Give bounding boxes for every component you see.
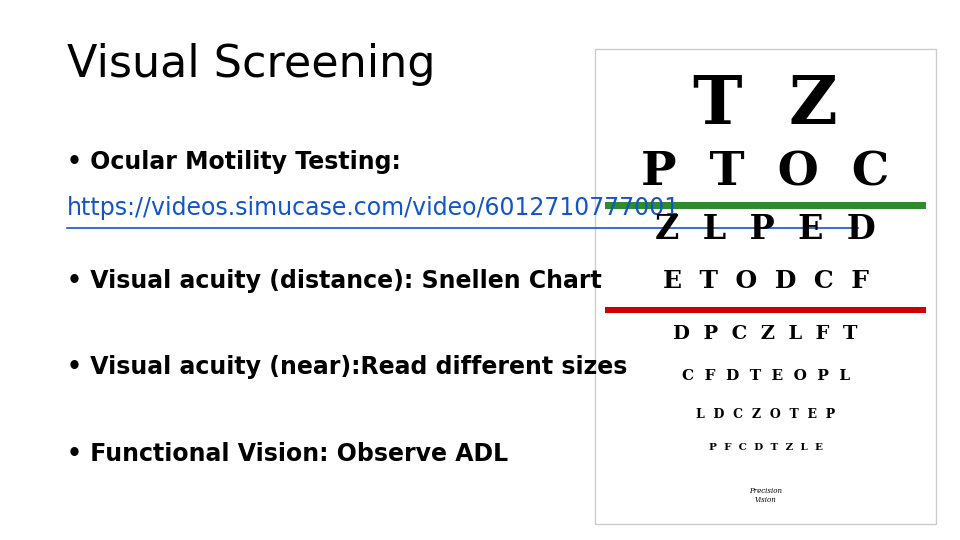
Bar [605,307,926,313]
Text: https://videos.simucase.com/video/6012710777001: https://videos.simucase.com/video/601271… [67,196,681,220]
Text: P  T  O  C: P T O C [641,149,890,195]
Text: C  F  D  T  E  O  P  L: C F D T E O P L [682,369,850,383]
Bar [605,202,926,208]
Text: • Ocular Motility Testing:: • Ocular Motility Testing: [67,150,401,174]
Text: L  D  C  Z  O  T  E  P: L D C Z O T E P [696,408,835,421]
Text: Precision
Vision: Precision Vision [749,487,782,504]
Text: D  P  C  Z  L  F  T: D P C Z L F T [673,325,858,343]
Text: Z  L  P  E  D: Z L P E D [656,213,876,246]
Text: • Visual acuity (distance): Snellen Chart: • Visual acuity (distance): Snellen Char… [67,269,602,293]
Text: E  T  O  D  C  F: E T O D C F [662,269,869,293]
Text: • Visual acuity (near):Read different sizes: • Visual acuity (near):Read different si… [67,355,628,379]
Text: Visual Screening: Visual Screening [67,43,436,86]
Text: T  Z: T Z [693,73,838,138]
Text: • Functional Vision: Observe ADL: • Functional Vision: Observe ADL [67,442,509,465]
FancyBboxPatch shape [595,49,936,524]
Text: P  F  C  D  T  Z  L  E: P F C D T Z L E [708,443,823,453]
